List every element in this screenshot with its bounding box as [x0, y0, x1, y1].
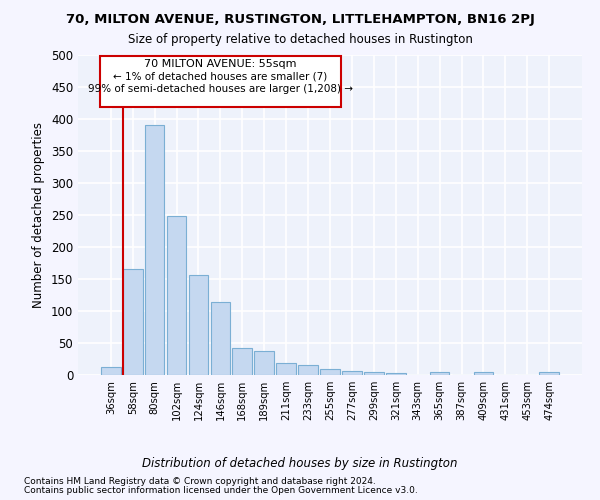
Text: Contains public sector information licensed under the Open Government Licence v3: Contains public sector information licen… — [24, 486, 418, 495]
Text: 70, MILTON AVENUE, RUSTINGTON, LITTLEHAMPTON, BN16 2PJ: 70, MILTON AVENUE, RUSTINGTON, LITTLEHAM… — [65, 12, 535, 26]
Bar — [101, 366, 121, 375]
Bar — [473, 372, 493, 375]
Text: Size of property relative to detached houses in Rustington: Size of property relative to detached ho… — [128, 32, 472, 46]
Bar — [145, 126, 164, 375]
Bar — [320, 368, 340, 375]
Bar — [386, 373, 406, 375]
Bar — [539, 372, 559, 375]
Bar — [364, 372, 384, 375]
Bar — [167, 216, 187, 375]
Bar — [430, 372, 449, 375]
Bar — [254, 350, 274, 375]
Y-axis label: Number of detached properties: Number of detached properties — [32, 122, 46, 308]
Bar — [276, 364, 296, 375]
Text: Contains HM Land Registry data © Crown copyright and database right 2024.: Contains HM Land Registry data © Crown c… — [24, 477, 376, 486]
Text: 70 MILTON AVENUE: 55sqm: 70 MILTON AVENUE: 55sqm — [145, 59, 297, 69]
Bar — [298, 366, 318, 375]
Bar — [211, 302, 230, 375]
Text: 99% of semi-detached houses are larger (1,208) →: 99% of semi-detached houses are larger (… — [88, 84, 353, 94]
Bar — [123, 270, 143, 375]
FancyBboxPatch shape — [100, 56, 341, 108]
Text: ← 1% of detached houses are smaller (7): ← 1% of detached houses are smaller (7) — [113, 72, 328, 82]
Bar — [232, 348, 252, 375]
Bar — [188, 274, 208, 375]
Text: Distribution of detached houses by size in Rustington: Distribution of detached houses by size … — [142, 458, 458, 470]
Bar — [342, 370, 362, 375]
